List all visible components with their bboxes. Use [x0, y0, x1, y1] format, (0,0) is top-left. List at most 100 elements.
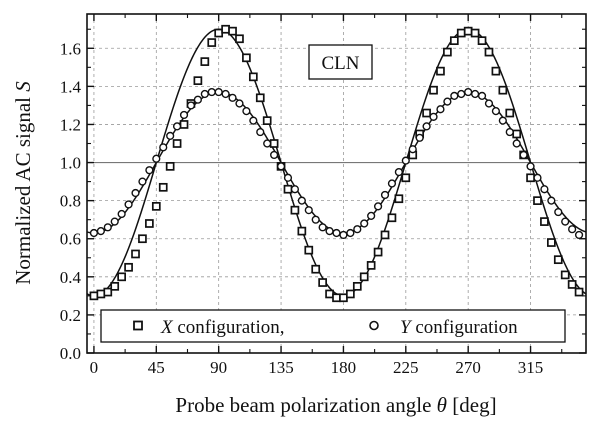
marker-circle: [408, 145, 417, 154]
marker-circle: [415, 133, 424, 142]
y-tick-label: 0.8: [60, 192, 81, 211]
marker-circle: [373, 202, 383, 211]
marker-square: [366, 261, 376, 270]
marker-square: [352, 281, 362, 291]
legend-box: [100, 309, 566, 343]
marker-circle: [353, 225, 362, 234]
marker-square: [526, 173, 535, 183]
tick-labels: 0 45 90 135 180 225 270 315 0.0 0.2 0.4 0.6 0.8 1.0 1.…: [60, 39, 544, 377]
x-axis-title-text: Probe beam polarization angle: [175, 393, 431, 417]
legend-y-symbol: Y: [400, 317, 413, 338]
marker-circle: [401, 156, 410, 165]
marker-square: [151, 202, 161, 211]
y-tick-label: 0.6: [60, 230, 81, 249]
marker-circle: [526, 162, 535, 171]
annotation-box: [308, 44, 373, 80]
marker-square: [540, 217, 549, 226]
marker-circle: [477, 91, 487, 100]
marker-square: [436, 66, 445, 76]
marker-circle: [547, 196, 556, 205]
annotation-text: CLN: [322, 53, 360, 74]
marker-circle: [179, 110, 189, 120]
marker-square: [359, 272, 369, 282]
x-axis-title-unit: [deg]: [452, 393, 496, 417]
x-tick-label: 225: [393, 358, 419, 377]
marker-square: [463, 26, 473, 36]
marker-square: [138, 234, 147, 244]
marker-circle: [387, 179, 397, 188]
marker-circle: [574, 230, 584, 240]
marker-circle: [471, 89, 480, 99]
marker-circle: [568, 225, 577, 234]
marker-circle: [450, 91, 459, 100]
marker-circle: [207, 87, 216, 97]
marker-square: [456, 28, 466, 38]
y-tick-label: 1.6: [60, 39, 81, 58]
marker-square: [387, 213, 397, 223]
plot-frame: [86, 13, 587, 354]
marker-circle: [367, 211, 376, 220]
marker-square: [429, 85, 438, 95]
y-axis-title: Normalized AC signal S: [11, 81, 35, 285]
marker-circle: [172, 122, 182, 131]
marker-circle: [561, 217, 570, 226]
marker-square: [422, 108, 431, 118]
marker-square: [325, 289, 334, 299]
legend-x-text: configuration,: [173, 317, 285, 338]
marker-circle: [429, 112, 438, 121]
marker-circle: [498, 116, 507, 125]
marker-square: [339, 293, 348, 303]
marker-circle: [159, 143, 168, 152]
marker-circle: [304, 206, 313, 215]
marker-circle: [325, 227, 334, 236]
marker-circle: [519, 150, 528, 160]
marker-square: [89, 291, 99, 301]
marker-square: [484, 47, 494, 57]
marker-circle: [263, 139, 272, 148]
marker-circle: [422, 122, 431, 131]
marker-square: [207, 38, 217, 47]
marker-square: [110, 281, 120, 291]
data-markers: [89, 24, 584, 303]
legend-entry-x: X configuration,: [160, 317, 284, 338]
marker-circle: [270, 150, 279, 160]
marker-circle: [152, 154, 161, 163]
legend-marker-circle: [369, 320, 379, 331]
marker-square: [297, 226, 307, 236]
marker-circle: [96, 227, 105, 236]
marker-circle: [193, 95, 202, 104]
marker-circle: [276, 162, 286, 171]
marker-square: [269, 139, 279, 148]
marker-square: [248, 72, 258, 82]
marker-square: [380, 230, 390, 240]
marker-circle: [311, 215, 320, 224]
x-tick-label: 90: [210, 358, 227, 377]
marker-square: [255, 93, 265, 103]
marker-square: [574, 287, 584, 297]
marker-circle: [117, 209, 126, 219]
marker-circle: [124, 200, 133, 209]
marker-square: [221, 24, 230, 34]
marker-square: [117, 272, 127, 282]
marker-circle: [457, 89, 466, 99]
y-tick-label: 1.4: [60, 77, 82, 96]
marker-square: [200, 57, 210, 66]
legend-entry-y: Y configuration: [400, 317, 518, 338]
x-axis-title-symbol: θ: [437, 393, 447, 417]
x-tick-label: 135: [268, 358, 294, 377]
marker-circle: [533, 173, 542, 182]
x-tick-label: 0: [90, 358, 99, 377]
marker-square: [311, 264, 321, 274]
marker-circle: [554, 207, 563, 217]
marker-square: [283, 184, 293, 194]
x-tick-label: 45: [148, 358, 165, 377]
x-tick-label: 315: [518, 358, 544, 377]
y-axis-title-symbol: S: [11, 81, 35, 92]
marker-circle: [346, 228, 355, 238]
marker-square: [505, 108, 515, 118]
marker-circle: [200, 89, 209, 99]
marker-square: [332, 293, 341, 303]
marker-square: [214, 28, 224, 38]
marker-square: [165, 162, 175, 171]
marker-circle: [138, 177, 147, 186]
